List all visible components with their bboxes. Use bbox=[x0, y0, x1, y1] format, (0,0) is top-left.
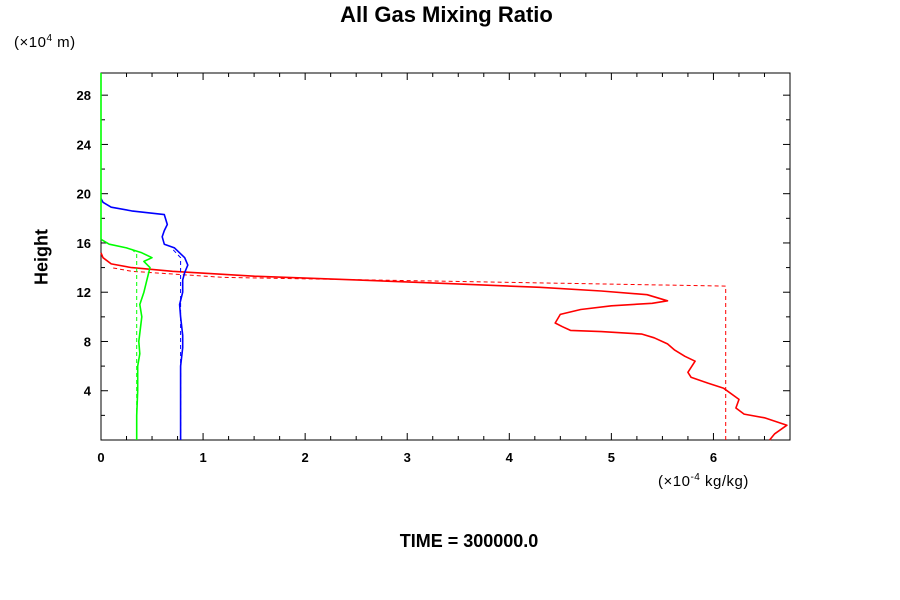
x-tick-label: 5 bbox=[608, 450, 615, 465]
y-tick-label: 16 bbox=[77, 236, 91, 251]
time-caption: TIME = 300000.0 bbox=[399, 531, 539, 551]
chart-title: All Gas Mixing Ratio bbox=[340, 2, 553, 27]
series-line-5-solid bbox=[100, 238, 153, 440]
x-tick-label: 0 bbox=[97, 450, 104, 465]
x-tick-label: 6 bbox=[710, 450, 717, 465]
x-tick-label: 3 bbox=[404, 450, 411, 465]
series-line-1-solid bbox=[100, 252, 788, 441]
x-unit-suffix: kg/kg) bbox=[700, 473, 749, 490]
plot-frame bbox=[100, 72, 791, 441]
x-tick-label: 2 bbox=[302, 450, 309, 465]
y-axis-unit: (×104 m) bbox=[14, 33, 76, 51]
y-tick-label: 12 bbox=[77, 285, 91, 300]
y-tick-label: 8 bbox=[84, 334, 91, 349]
series-line-6-dashed bbox=[131, 248, 138, 440]
y-unit-exponent: 4 bbox=[46, 33, 53, 44]
x-unit-prefix: (×10 bbox=[658, 473, 691, 490]
series-line-4-dashed bbox=[172, 248, 182, 440]
y-unit-prefix: (×10 bbox=[14, 34, 47, 51]
y-tick-label: 28 bbox=[77, 88, 91, 103]
x-axis-unit: (×10-4 kg/kg) bbox=[658, 472, 749, 490]
y-tick-label: 4 bbox=[84, 384, 92, 399]
y-tick-label: 20 bbox=[77, 187, 91, 202]
x-tick-label: 1 bbox=[199, 450, 206, 465]
x-tick-label: 4 bbox=[506, 450, 514, 465]
series-line-3-solid bbox=[100, 198, 189, 440]
y-unit-suffix: m) bbox=[52, 34, 76, 51]
x-unit-exponent: -4 bbox=[690, 472, 701, 483]
series-layer bbox=[100, 73, 788, 441]
y-tick-label: 24 bbox=[77, 137, 92, 152]
